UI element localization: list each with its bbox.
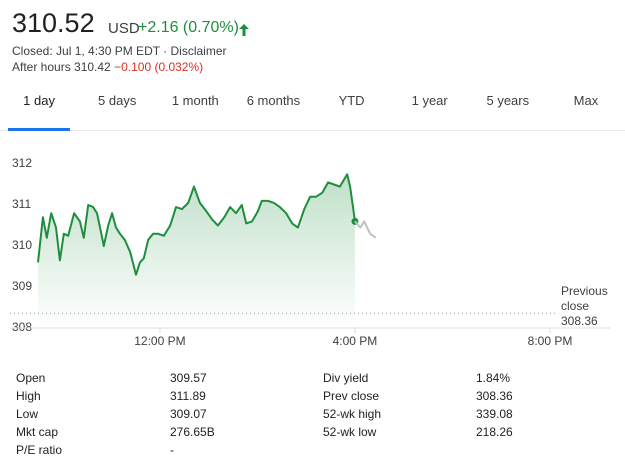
y-tick-label: 312: [12, 156, 32, 170]
stat-label: Div yield: [323, 371, 369, 385]
x-tick-label: 4:00 PM: [333, 334, 378, 348]
stat-value: 1.84%: [476, 371, 511, 385]
range-tab[interactable]: Max: [573, 93, 599, 108]
stat-value: 218.26: [476, 425, 513, 439]
range-tab[interactable]: 1 year: [411, 93, 448, 108]
y-tick-label: 309: [12, 279, 32, 293]
stat-label: Prev close: [323, 389, 380, 403]
stat-label: 52-wk high: [323, 407, 382, 421]
range-tab[interactable]: 5 years: [486, 93, 530, 108]
x-tick-label: 8:00 PM: [528, 334, 573, 348]
previous-close-label: Previous close: [561, 284, 608, 313]
stat-label: P/E ratio: [16, 443, 63, 457]
x-tick-label: 12:00 PM: [134, 334, 185, 348]
range-tabs: 1 day 5 days 1 month 6 months YTD 1 year 5 yea…: [0, 88, 625, 131]
price-line: [354, 220, 377, 239]
stat-label: Mkt cap: [16, 425, 59, 439]
stat-label: 52-wk low: [323, 425, 377, 439]
status: Closed: Jul 1, 4:30 PM EDT · Disclaimer: [12, 44, 227, 58]
price-line: [37, 173, 356, 276]
stat-label: Low: [16, 407, 39, 421]
after-hours-price: After hours 310.42: [12, 60, 111, 74]
after-hours: After hours 310.42 −0.100 (0.032%): [12, 60, 203, 74]
stat-label: High: [16, 389, 41, 403]
y-tick-label: 308: [12, 320, 32, 334]
stat-value: 339.08: [476, 407, 513, 421]
price: 310.52: [12, 8, 95, 38]
up-arrow: [239, 24, 249, 36]
stat-value: 276.65B: [170, 425, 215, 439]
stat-value: 308.36: [476, 389, 513, 403]
area: [38, 174, 355, 328]
range-tab[interactable]: 1 month: [171, 93, 219, 108]
stat-label: Open: [16, 371, 46, 385]
range-tab[interactable]: 1 day: [0, 88, 78, 131]
stat-value: 311.89: [170, 389, 206, 403]
close-dot: [351, 217, 359, 225]
range-tab[interactable]: 5 days: [98, 93, 137, 108]
stat-value: 309.57: [170, 371, 207, 385]
y-tick-label: 310: [12, 238, 32, 252]
range-tab[interactable]: YTD: [338, 93, 365, 108]
currency: USD: [108, 20, 140, 37]
previous-close-value: 308.36: [561, 314, 598, 328]
y-tick-label: 311: [12, 197, 31, 211]
stat-value: 309.07: [170, 407, 207, 421]
stat-value: -: [170, 443, 174, 457]
price-change: +2.16 (0.70%): [138, 19, 239, 36]
range-tab[interactable]: 6 months: [246, 93, 301, 108]
after-hours-change: −0.100 (0.032%): [114, 60, 204, 74]
